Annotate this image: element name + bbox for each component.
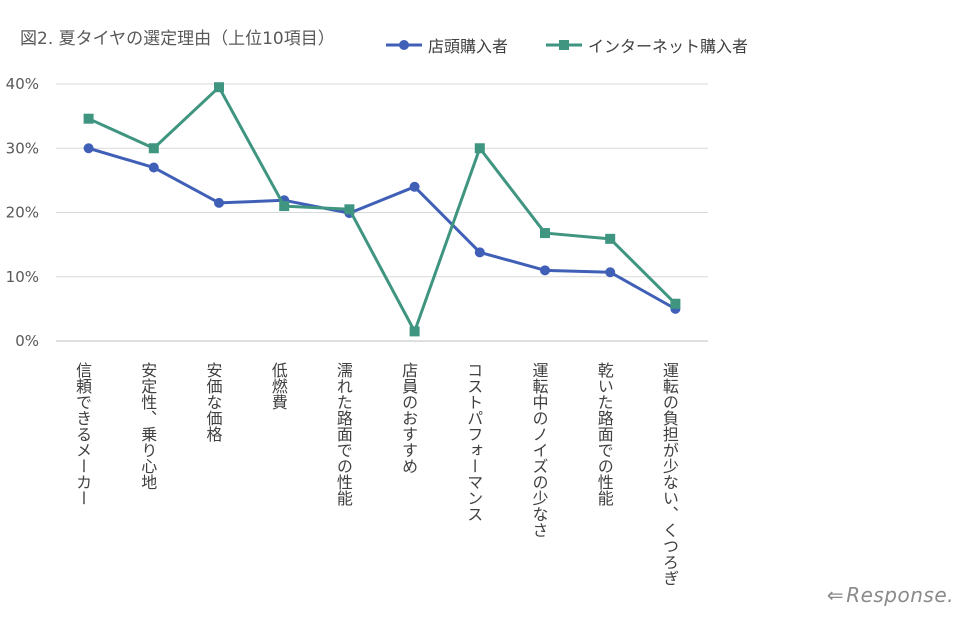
legend-label-internet: インターネット購入者 (588, 37, 749, 56)
data-point (148, 143, 159, 154)
arrow-logo-icon: ⇐ (826, 583, 845, 607)
data-point (148, 162, 159, 173)
y-tick-label: 30% (6, 139, 39, 157)
legend-item-store: 店頭購入者 (386, 33, 508, 57)
data-point (605, 233, 616, 244)
x-category-label: 運転中のノイズの少なさ (530, 362, 549, 538)
x-category-label: コストパフォーマンス (464, 362, 483, 522)
legend-item-internet: インターネット購入者 (546, 33, 748, 57)
data-point (344, 204, 355, 215)
series-line (88, 146, 677, 311)
data-point (409, 326, 420, 337)
data-point (605, 267, 616, 278)
x-category-label: 信頼できるメーカー (73, 362, 92, 506)
y-tick-label: 0% (15, 332, 39, 350)
data-point (474, 247, 485, 258)
chart-title: 図2. 夏タイヤの選定理由（上位10項目） (20, 29, 335, 49)
data-point (540, 265, 550, 276)
data-point (214, 82, 224, 93)
x-category-label: 低燃費 (269, 362, 288, 410)
y-tick-label: 40% (6, 75, 39, 93)
series-line (87, 85, 677, 333)
x-category-label: 安定性、乗り心地 (138, 362, 157, 490)
x-category-label: 安価な価格 (204, 362, 223, 442)
x-category-label: 濡れた路面での性能 (334, 362, 353, 507)
legend-marker-circle-icon (386, 40, 422, 50)
legend-label-store: 店頭購入者 (428, 37, 509, 56)
y-tick-label: 20% (6, 204, 39, 222)
data-point (279, 201, 290, 212)
data-point (83, 143, 94, 154)
x-category-label: 乾いた路面での性能 (595, 362, 614, 507)
x-category-label: 運転の負担が少ない、くつろぎ (660, 362, 679, 586)
data-point (409, 181, 420, 192)
data-point (214, 197, 224, 208)
legend-marker-square-icon (546, 40, 582, 50)
data-point (670, 298, 681, 309)
response-watermark: ⇐ Response. (827, 583, 954, 607)
data-point (83, 113, 94, 124)
data-point (474, 143, 485, 154)
x-category-label: 店員のおすすめ (399, 362, 418, 474)
watermark-text: Response. (846, 583, 954, 607)
y-tick-label: 10% (6, 268, 39, 286)
data-point (540, 228, 550, 239)
